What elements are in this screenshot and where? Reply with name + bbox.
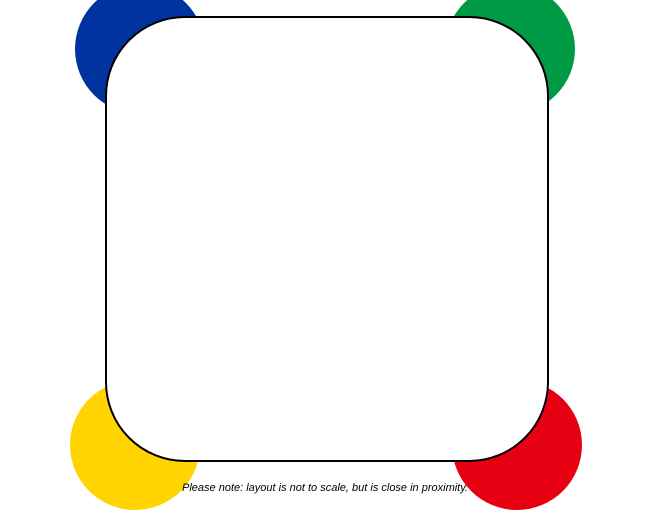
- footnote: Please note: layout is not to scale, but…: [0, 482, 650, 494]
- arena-outline: [105, 16, 549, 462]
- seating-chart: Fall 2016 - 10:00 A.M. Commencement Seat…: [0, 0, 650, 500]
- footnote-text: Please note: layout is not to scale, but…: [182, 482, 468, 494]
